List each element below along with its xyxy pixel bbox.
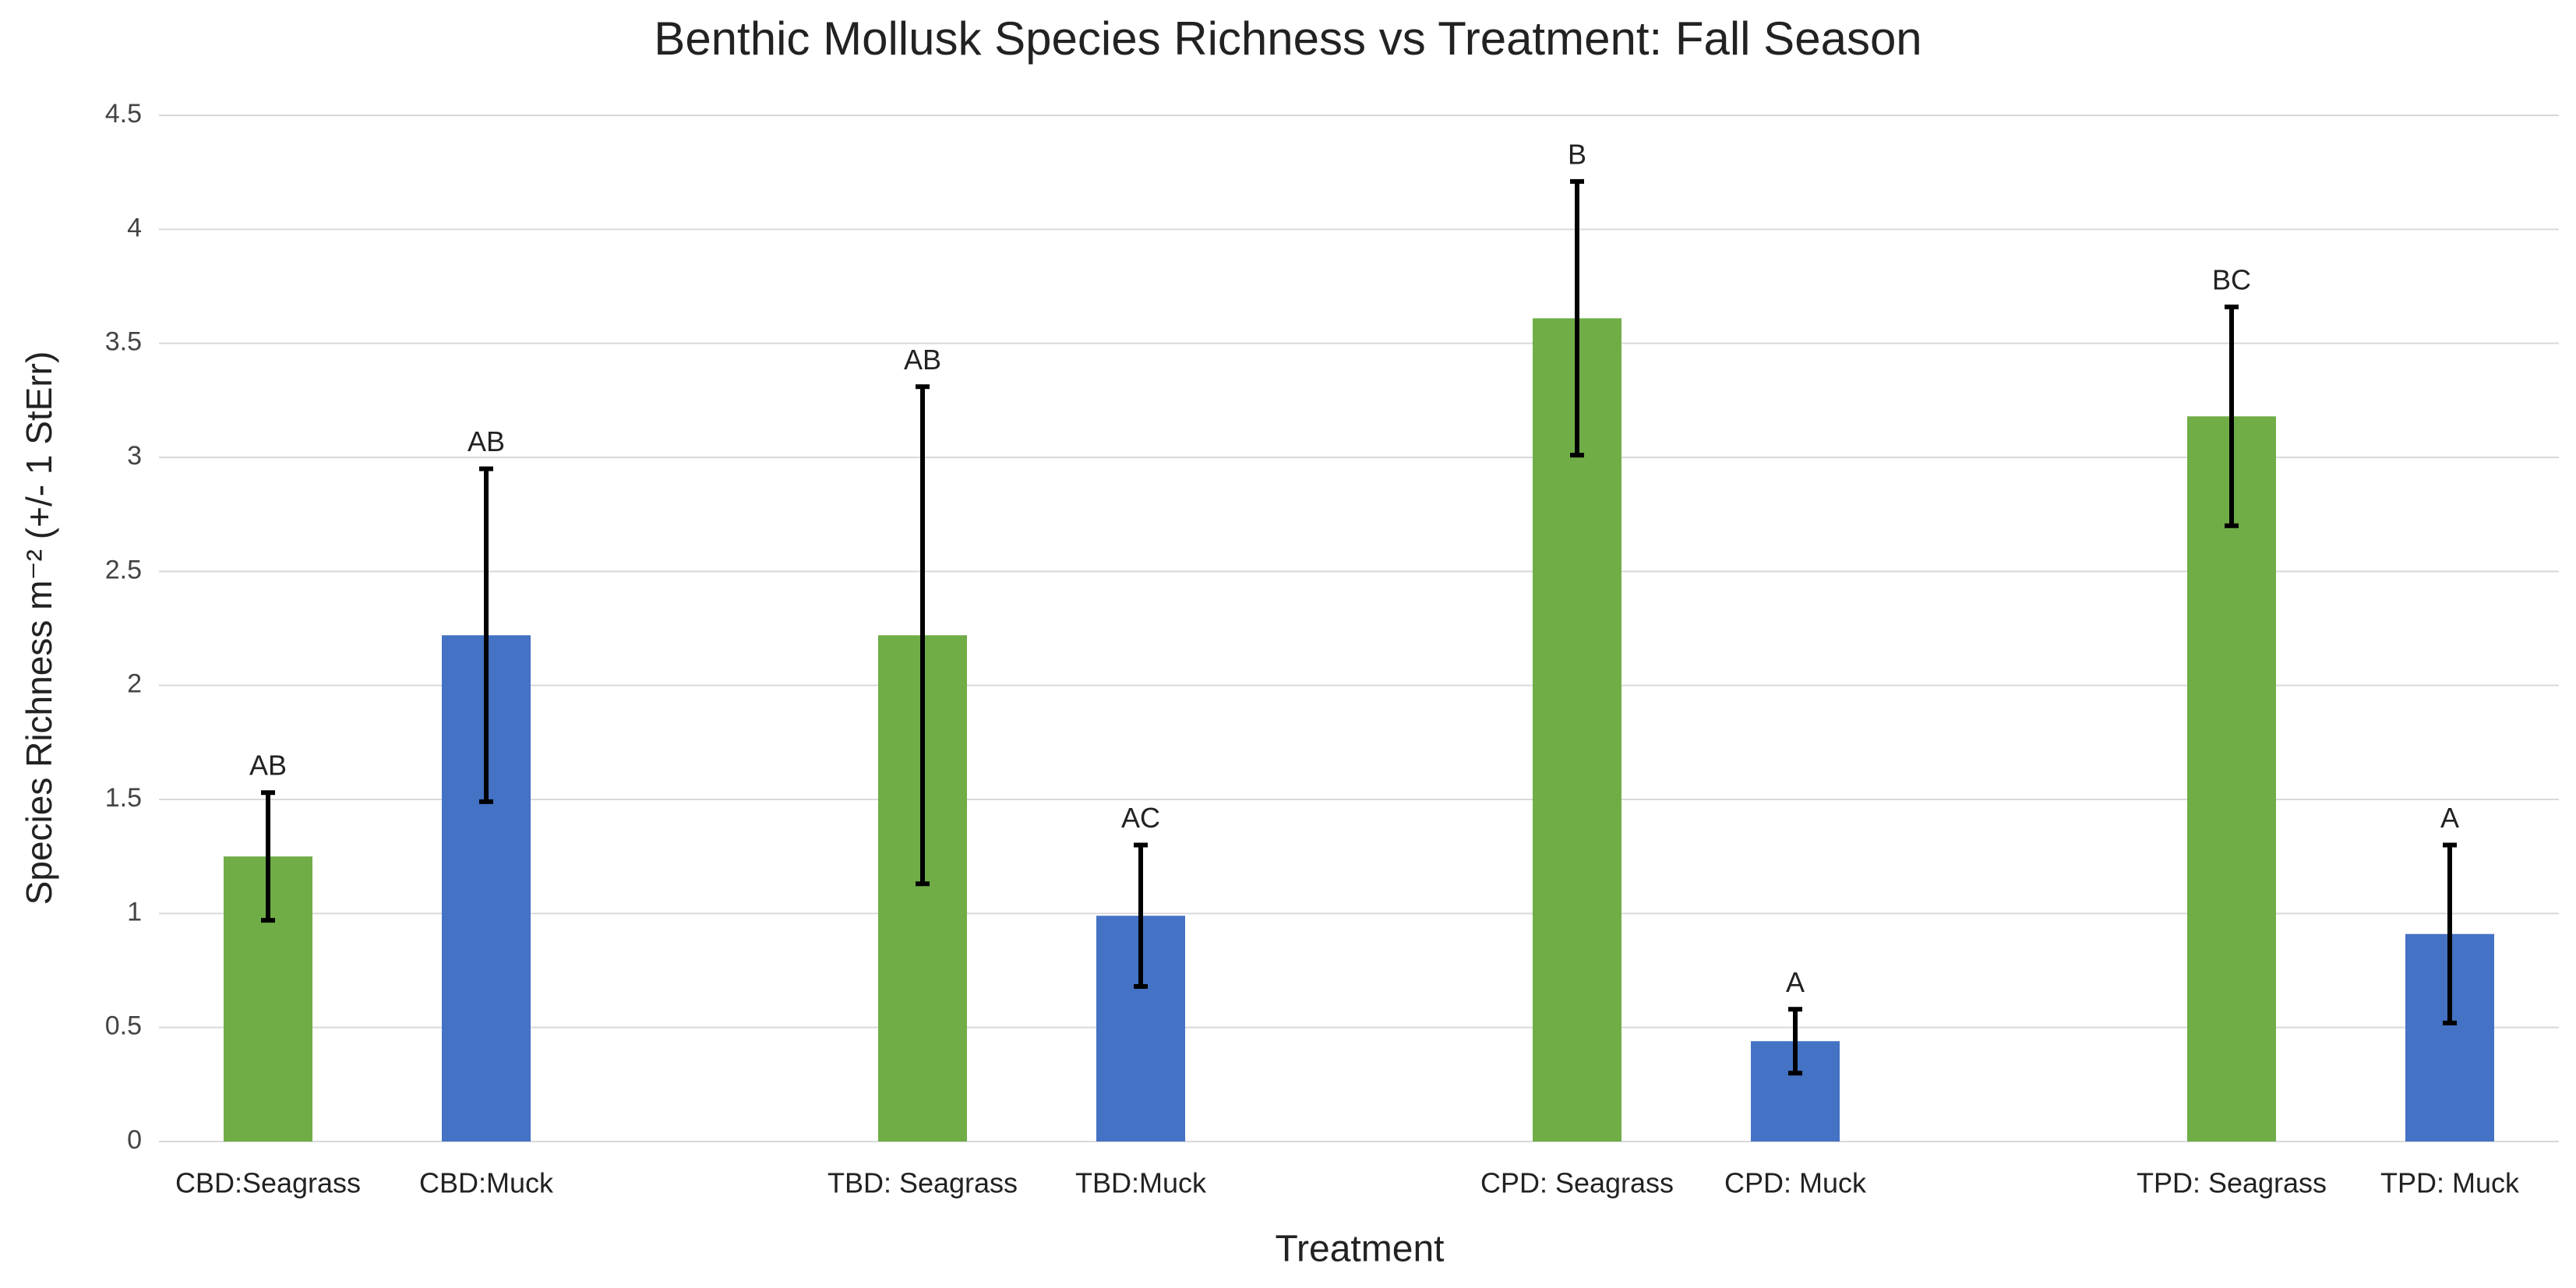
x-tick-label: CBD:Muck xyxy=(419,1167,554,1199)
chart-title: Benthic Mollusk Species Richness vs Trea… xyxy=(654,12,1921,65)
y-axis-label: Species Richness m⁻² (+/- 1 StErr) xyxy=(19,351,59,905)
y-tick-label: 0 xyxy=(127,1125,142,1155)
y-tick-label: 4.5 xyxy=(105,99,142,129)
x-tick-label: TBD: Seagrass xyxy=(827,1167,1018,1199)
y-tick-label: 2 xyxy=(127,669,142,699)
annotation: BC xyxy=(2212,263,2251,295)
error-bar xyxy=(1570,178,1584,458)
x-tick-label: CPD: Muck xyxy=(1724,1167,1867,1199)
annotation: A xyxy=(2440,802,2459,834)
error-bar xyxy=(479,466,493,804)
annotation: AB xyxy=(904,344,941,376)
error-bar xyxy=(261,790,275,923)
bar xyxy=(2187,416,2276,1142)
x-axis-label: Treatment xyxy=(1276,1229,1445,1270)
y-tick-label: 4 xyxy=(127,213,142,242)
y-tick-label: 1 xyxy=(127,897,142,926)
x-tick-label: TBD:Muck xyxy=(1075,1167,1207,1199)
x-tick-label: TPD: Muck xyxy=(2380,1167,2520,1199)
x-tick-label: CBD:Seagrass xyxy=(175,1167,361,1199)
y-tick-label: 1.5 xyxy=(105,783,142,813)
annotation: AB xyxy=(249,750,287,782)
y-tick-label: 0.5 xyxy=(105,1011,142,1041)
y-tick-label: 3.5 xyxy=(105,327,142,357)
annotation: AC xyxy=(1121,802,1160,834)
error-bar xyxy=(1788,1007,1802,1076)
error-bar xyxy=(2225,304,2239,528)
y-tick-label: 3 xyxy=(127,441,142,471)
error-bar xyxy=(2443,842,2457,1025)
annotation: B xyxy=(1568,138,1586,170)
y-tick-label: 2.5 xyxy=(105,555,142,584)
x-tick-label: TPD: Seagrass xyxy=(2137,1167,2327,1199)
error-bar xyxy=(1134,842,1148,989)
error-bar xyxy=(916,384,930,887)
annotation: AB xyxy=(468,425,505,457)
x-tick-label: CPD: Seagrass xyxy=(1480,1167,1674,1199)
annotation: A xyxy=(1786,966,1805,998)
